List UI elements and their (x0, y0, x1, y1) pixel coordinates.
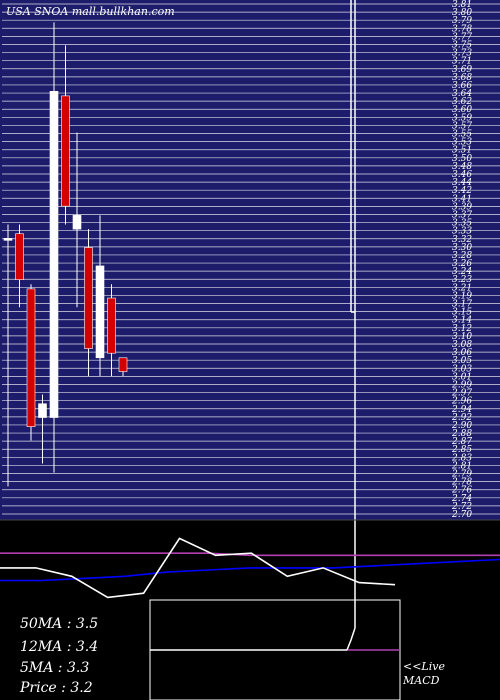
y-tick-label: 3.46 (452, 170, 472, 180)
y-tick-label: 3.57 (452, 121, 472, 131)
y-tick-label: 3.68 (452, 73, 472, 83)
y-tick-label: 3.55 (452, 130, 472, 140)
y-tick-label: 3.37 (452, 210, 472, 220)
legend-price: Price : 3.2 (19, 680, 93, 696)
y-tick-label: 3.50 (452, 154, 472, 164)
candle-body (95, 265, 105, 359)
y-tick-label: 2.90 (451, 421, 472, 431)
y-tick-label: 2.85 (451, 445, 472, 455)
ma50-line (0, 552, 500, 557)
y-tick-label: 3.35 (452, 219, 472, 229)
price-grid (2, 3, 500, 515)
y-tick-label: 3.78 (452, 24, 472, 34)
y-tick-label: 3.23 (452, 275, 472, 285)
y-tick-label: 2.79 (451, 470, 472, 480)
y-tick-label: 3.24 (452, 267, 472, 277)
candle-body (26, 288, 36, 428)
price-panel-background (0, 0, 500, 520)
y-tick-label: 3.48 (452, 162, 472, 172)
y-tick-label: 3.59 (452, 113, 472, 123)
y-tick-label: 2.92 (451, 413, 472, 423)
y-tick-label: 2.74 (451, 494, 472, 504)
y-tick-label: 2.76 (451, 486, 472, 496)
y-tick-label: 3.66 (452, 81, 472, 91)
ma5-line (0, 537, 396, 599)
y-tick-label: 3.03 (452, 364, 472, 374)
y-tick-label: 3.32 (452, 235, 472, 245)
candle-body (118, 357, 128, 372)
y-tick-label: 2.87 (451, 437, 472, 447)
y-tick-label: 3.79 (452, 16, 472, 26)
y-tick-label: 3.33 (452, 227, 472, 237)
y-tick-label: 3.39 (452, 202, 472, 212)
ma-legend: 50MA : 3.5 12MA : 3.4 5MA : 3.3 Price : … (19, 616, 98, 696)
y-tick-label: 2.72 (451, 502, 472, 512)
candle-body (72, 215, 82, 230)
candle-body (61, 95, 70, 207)
chart-title: USA SNOA mall.bullkhan.com (6, 5, 175, 18)
y-tick-label: 2.94 (451, 405, 472, 415)
y-tick-label: 3.10 (452, 332, 472, 342)
y-tick-label: 3.15 (452, 308, 472, 318)
y-tick-label: 3.41 (452, 194, 472, 204)
y-tick-label: 3.71 (452, 57, 472, 67)
y-tick-label: 2.99 (451, 380, 472, 390)
y-tick-label: 3.73 (452, 49, 472, 59)
candle-body (84, 247, 93, 349)
y-tick-label: 3.19 (452, 291, 472, 301)
y-tick-label: 3.80 (452, 8, 472, 18)
live-annotation: <<Live (403, 660, 445, 673)
y-tick-label: 3.01 (452, 372, 472, 382)
y-tick-label: 2.97 (451, 389, 472, 399)
y-tick-label: 3.28 (452, 251, 472, 261)
y-tick-label: 3.77 (452, 32, 472, 42)
y-tick-label: 3.44 (452, 178, 472, 188)
candle-body (49, 90, 59, 418)
y-tick-label: 3.42 (452, 186, 472, 196)
candle-body (38, 403, 47, 418)
y-tick-label: 2.83 (451, 453, 472, 463)
y-tick-label: 3.06 (452, 348, 472, 358)
y-tick-label: 3.81 (452, 0, 472, 10)
y-tick-label: 2.78 (451, 478, 472, 488)
y-tick-label: 3.21 (452, 283, 472, 293)
y-tick-label: 2.81 (451, 461, 472, 471)
y-tick-label: 2.88 (451, 429, 472, 439)
y-tick-label: 3.69 (452, 65, 472, 75)
y-tick-label: 3.12 (452, 324, 472, 334)
legend-5ma: 5MA : 3.3 (20, 660, 89, 676)
y-tick-label: 2.96 (451, 397, 472, 407)
y-tick-label: 3.53 (452, 138, 472, 148)
y-tick-label: 2.70 (451, 510, 472, 520)
legend-12ma: 12MA : 3.4 (20, 639, 98, 655)
y-tick-label: 3.26 (452, 259, 472, 269)
ma12-line (0, 558, 500, 582)
candle-body (107, 297, 116, 354)
candlesticks (3, 22, 128, 487)
y-axis-tick-labels: 3.813.803.793.783.773.753.733.713.693.68… (451, 0, 472, 520)
y-tick-label: 3.51 (452, 146, 472, 156)
y-tick-label: 3.17 (452, 300, 472, 310)
y-tick-label: 3.64 (452, 89, 472, 99)
y-tick-label: 3.60 (452, 105, 472, 115)
candle-body (15, 233, 24, 280)
y-tick-label: 3.14 (452, 316, 472, 326)
y-tick-label: 3.30 (452, 243, 472, 253)
y-tick-label: 3.08 (452, 340, 472, 350)
y-tick-label: 3.62 (452, 97, 472, 107)
candle-body (3, 238, 13, 241)
legend-50ma: 50MA : 3.5 (20, 616, 98, 632)
y-tick-label: 3.05 (452, 356, 472, 366)
macd-line (346, 627, 356, 651)
moving-average-lines (0, 537, 500, 599)
y-tick-label: 3.75 (452, 40, 472, 50)
macd-annotation: MACD (402, 674, 440, 687)
